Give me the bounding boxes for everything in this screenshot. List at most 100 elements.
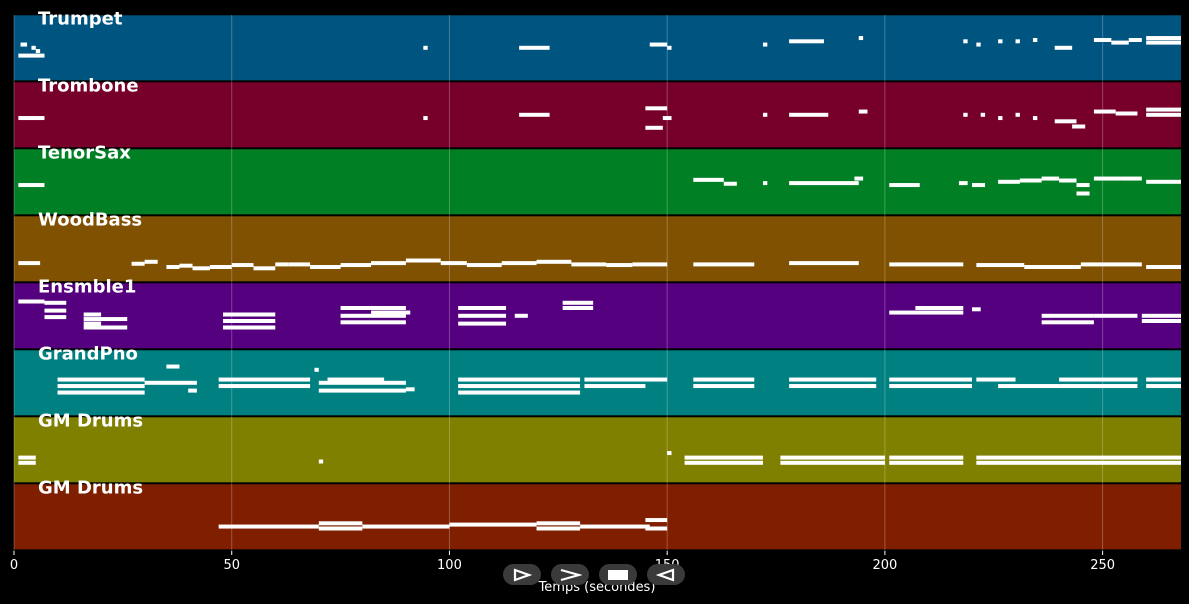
note [1054,119,1077,124]
note [1146,36,1181,41]
note [889,460,964,465]
note [789,181,859,186]
note [645,125,663,130]
note [1072,124,1086,129]
note [1146,384,1181,389]
note [458,384,581,389]
note [83,312,102,317]
note [667,451,672,456]
note [1059,377,1138,382]
track-band [14,417,1181,483]
note [858,36,864,41]
note [1146,179,1181,184]
track-label: WoodBass [38,209,142,230]
note [889,455,964,460]
note [310,265,341,269]
note [458,306,507,310]
note [1024,265,1081,269]
note [20,42,28,47]
note [362,524,450,529]
note [976,42,981,47]
note [35,49,41,54]
note [1076,183,1090,188]
note [18,460,36,465]
note [1093,38,1112,42]
note [958,181,968,186]
note [693,177,724,182]
note [584,384,646,389]
note [44,300,67,305]
note [889,384,972,389]
note [1128,38,1142,42]
note [1141,319,1181,323]
play-outline-icon [513,567,532,582]
next-button[interactable] [551,564,589,585]
note [606,263,633,268]
note [762,181,768,186]
note [1093,313,1138,318]
x-tick-label: 0 [10,558,18,573]
note [83,325,128,330]
note [649,42,668,47]
note [762,42,768,47]
note [253,266,276,271]
note [405,258,441,263]
play-button[interactable] [503,564,541,585]
note [340,313,406,318]
note [632,262,668,267]
note [144,259,158,264]
note [645,106,668,111]
note [667,45,672,50]
note [223,312,276,317]
note [501,261,537,266]
track-band [14,216,1181,282]
rewind-button[interactable] [647,564,685,585]
note [1111,40,1129,45]
stop-button[interactable] [599,564,637,585]
note [18,455,36,460]
note [519,112,550,117]
note [1041,176,1060,181]
note [889,310,964,315]
note [514,313,528,318]
note [854,176,864,181]
note [1032,116,1038,121]
note [458,390,581,395]
note [166,364,180,369]
x-tick-label: 100 [437,558,462,573]
note [44,315,67,320]
note [31,45,36,50]
note [1041,313,1094,318]
note [318,459,324,464]
note [536,526,581,531]
note [645,526,668,531]
note [318,526,363,531]
note [519,45,550,50]
note [131,261,145,266]
note [371,261,406,266]
note [1076,191,1090,196]
note [423,116,428,121]
note [1146,265,1181,269]
note [340,306,406,310]
note [83,317,128,322]
note [1093,176,1121,181]
note [57,390,145,395]
note [209,265,232,269]
note [780,455,885,460]
track-label: Ensmble1 [38,276,136,297]
note [1093,109,1116,114]
stop-icon [608,569,628,580]
note [423,45,428,50]
note [562,306,594,310]
note [723,181,737,186]
x-tick-label: 250 [1090,558,1115,573]
note [458,313,507,318]
play-reverse-icon [656,567,675,582]
note [963,39,968,44]
note [83,321,102,326]
note [18,116,45,121]
track-band [14,149,1181,215]
note [340,263,372,268]
